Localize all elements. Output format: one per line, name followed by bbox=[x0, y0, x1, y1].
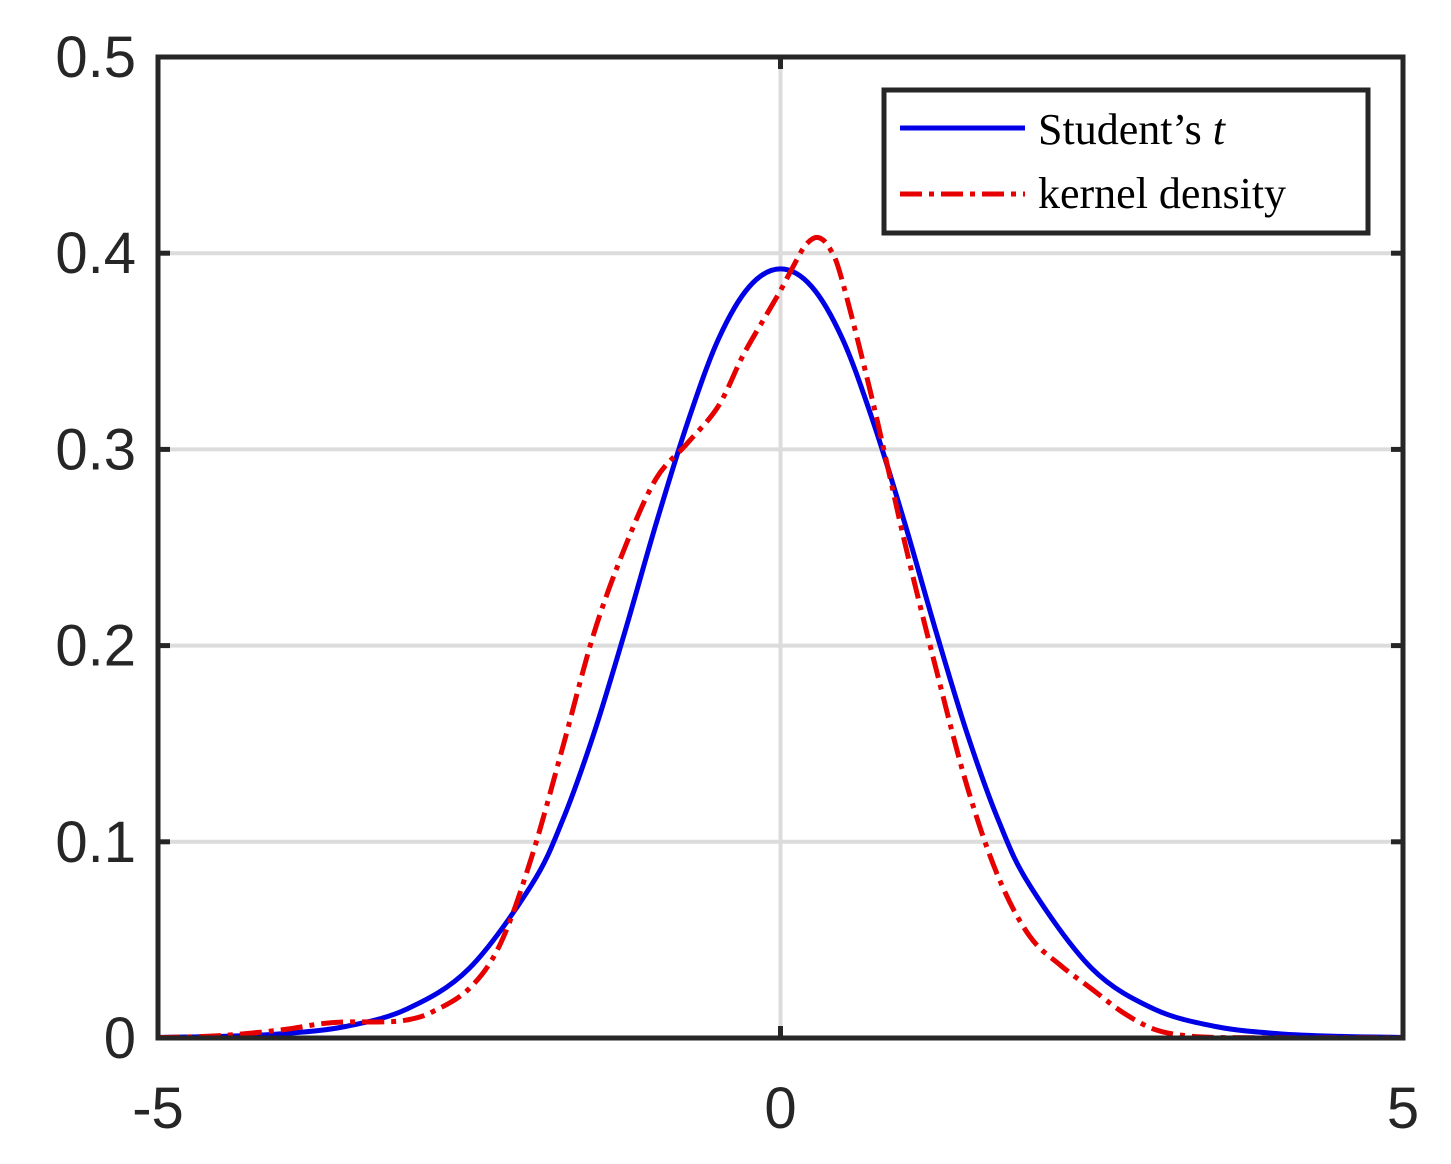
y-tick-label-5: 0.5 bbox=[55, 25, 136, 90]
legend-box bbox=[881, 87, 1371, 236]
series-student-line bbox=[157, 266, 1404, 1040]
legend: Student’s t kernel density bbox=[881, 87, 1371, 236]
tick-marks bbox=[155, 54, 1406, 1041]
y-tick-label-3: 0.3 bbox=[55, 417, 136, 482]
x-tick-label-1: 0 bbox=[764, 1076, 796, 1141]
y-tick-label-0: 0 bbox=[104, 1006, 136, 1071]
y-tick-label-4: 0.4 bbox=[55, 221, 136, 286]
x-tick-label-2: 5 bbox=[1387, 1076, 1419, 1141]
y-tick-label-2: 0.2 bbox=[55, 614, 136, 679]
legend-student-label: Student’s t bbox=[1038, 105, 1227, 154]
grid-lines bbox=[158, 57, 1403, 1038]
legend-student-var: t bbox=[1213, 105, 1227, 154]
legend-kernel-label: kernel density bbox=[1038, 169, 1286, 218]
series-kernel-line bbox=[157, 234, 1403, 1041]
series-layer bbox=[157, 234, 1404, 1041]
y-tick-label-1: 0.1 bbox=[55, 810, 136, 875]
x-tick-label-0: -5 bbox=[132, 1076, 184, 1141]
tick-labels: 00.10.20.30.40.5-5 0 5 bbox=[55, 25, 1419, 1141]
